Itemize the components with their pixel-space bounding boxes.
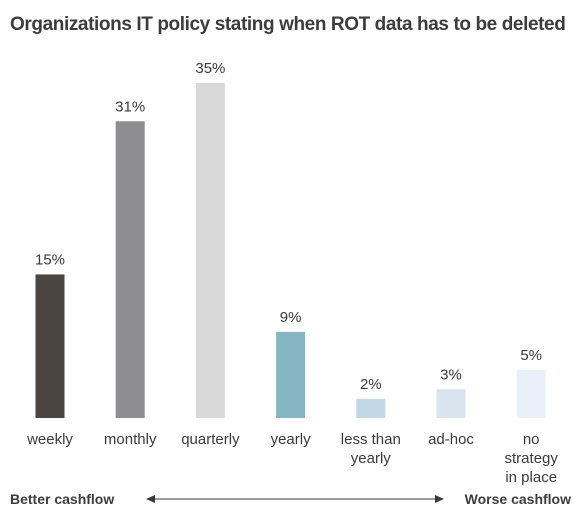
- category-label-monthly: monthly: [104, 431, 157, 448]
- category-label-ad-hoc: ad-hoc: [428, 431, 474, 448]
- bar-quarterly: [195, 83, 225, 418]
- bar-monthly: [115, 121, 145, 419]
- value-label-ad-hoc: 3%: [440, 366, 462, 383]
- arrow-right-head-icon: [435, 495, 444, 503]
- value-label-yearly: 9%: [280, 309, 302, 326]
- value-label-quarterly: 35%: [195, 60, 225, 77]
- category-label-no-strategy-in-place-line-3: in place: [505, 469, 557, 486]
- category-label-yearly: yearly: [271, 431, 312, 448]
- category-label-less-than-yearly-line-1: less than: [341, 431, 401, 448]
- category-label-quarterly: quarterly: [181, 431, 240, 448]
- chart-title: Organizations IT policy stating when ROT…: [10, 14, 566, 35]
- bar-weekly: [35, 274, 65, 418]
- worse-cashflow-label: Worse cashflow: [464, 491, 571, 507]
- value-label-weekly: 15%: [35, 251, 65, 268]
- bar-ad-hoc: [436, 389, 466, 418]
- better-cashflow-label: Better cashflow: [10, 491, 115, 507]
- category-label-no-strategy-in-place-line-1: no: [523, 431, 540, 448]
- value-label-less-than-yearly: 2%: [360, 376, 382, 393]
- bar-yearly: [276, 331, 306, 418]
- category-label-weekly: weekly: [26, 431, 73, 448]
- value-label-no-strategy-in-place: 5%: [520, 347, 542, 364]
- value-label-monthly: 31%: [115, 98, 145, 115]
- bar-no-strategy-in-place: [516, 370, 546, 418]
- category-label-less-than-yearly-line-2: yearly: [351, 450, 392, 467]
- arrow-left-head-icon: [146, 495, 155, 503]
- category-label-no-strategy-in-place-line-2: strategy: [505, 450, 559, 467]
- bar-less-than-yearly: [356, 398, 386, 418]
